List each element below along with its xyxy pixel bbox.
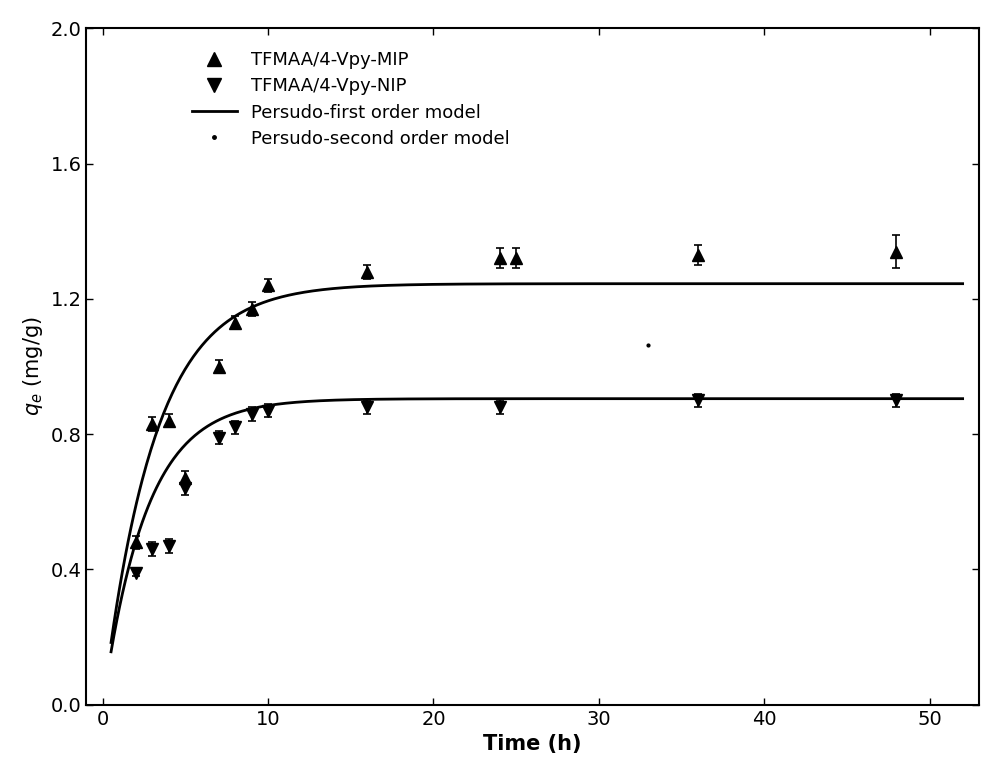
Legend: TFMAA/4-Vpy-MIP, TFMAA/4-Vpy-NIP, Persudo-first order model, Persudo-second orde: TFMAA/4-Vpy-MIP, TFMAA/4-Vpy-NIP, Persud… bbox=[185, 44, 517, 155]
Y-axis label: $q_e$ (mg/g): $q_e$ (mg/g) bbox=[21, 317, 45, 416]
X-axis label: Time (h): Time (h) bbox=[483, 734, 582, 754]
